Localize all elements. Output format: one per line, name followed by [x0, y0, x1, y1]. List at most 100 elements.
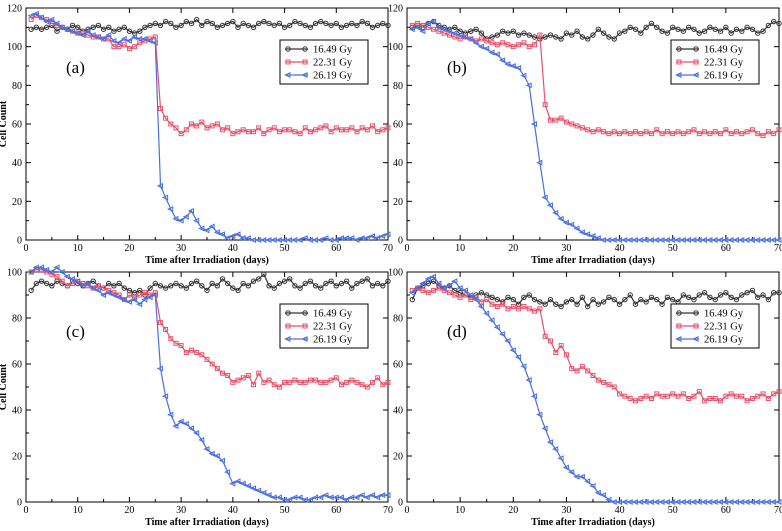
- data-point: [244, 482, 251, 489]
- data-point: [296, 494, 303, 501]
- data-point: [702, 129, 708, 135]
- data-point: [573, 225, 580, 232]
- data-point: [348, 235, 355, 242]
- data-point: [617, 391, 623, 397]
- data-point: [173, 340, 179, 346]
- data-point: [532, 308, 538, 314]
- x-tick-label: 0: [405, 505, 410, 516]
- data-point: [53, 264, 60, 271]
- data-point: [251, 129, 257, 135]
- data-point: [74, 278, 81, 285]
- data-point: [633, 398, 639, 404]
- data-point: [162, 285, 169, 291]
- data-point: [301, 235, 308, 242]
- y-tick-label: 0: [398, 236, 403, 247]
- data-point: [599, 492, 607, 499]
- data-point: [749, 127, 755, 133]
- data-point: [287, 379, 293, 385]
- data-point: [521, 294, 527, 300]
- legend-marker: [285, 59, 291, 65]
- data-point: [707, 396, 713, 401]
- x-tick-label: 70: [774, 505, 782, 516]
- series-line: [30, 15, 389, 135]
- data-point: [530, 393, 538, 400]
- data-point: [224, 469, 231, 476]
- data-point: [643, 299, 649, 305]
- data-point: [723, 290, 729, 296]
- data-point: [302, 379, 308, 385]
- data-point: [292, 18, 298, 25]
- data-point: [547, 117, 553, 123]
- data-point: [255, 487, 262, 494]
- data-point: [245, 373, 251, 378]
- series-line: [411, 280, 779, 308]
- data-point: [28, 287, 34, 294]
- data-point: [429, 273, 437, 280]
- data-point: [173, 280, 179, 287]
- data-point: [214, 24, 221, 31]
- data-point: [105, 32, 112, 39]
- data-point: [685, 294, 692, 300]
- data-point: [675, 26, 681, 32]
- data-point: [194, 350, 200, 355]
- data-point: [359, 278, 365, 284]
- data-point: [152, 280, 158, 287]
- data-point: [137, 292, 143, 298]
- data-point: [193, 217, 200, 224]
- legend-marker: [676, 46, 682, 52]
- series-22-31-gy: [409, 20, 782, 139]
- y-tick-label: 80: [12, 314, 22, 325]
- legend-marker: [284, 71, 291, 79]
- data-point: [380, 127, 386, 133]
- data-point: [312, 20, 319, 27]
- data-point: [574, 28, 580, 34]
- data-point: [364, 20, 371, 27]
- data-point: [696, 131, 702, 137]
- data-point: [643, 129, 649, 135]
- data-point: [178, 283, 184, 289]
- series-26-19-gy: [408, 273, 782, 506]
- data-point: [79, 282, 86, 289]
- data-point: [199, 352, 205, 358]
- y-tick-label: 40: [12, 406, 22, 417]
- data-point: [691, 393, 697, 399]
- series-line: [30, 13, 389, 241]
- data-point: [385, 379, 391, 385]
- data-point: [187, 207, 194, 215]
- data-point: [193, 16, 200, 23]
- data-point: [547, 32, 554, 38]
- data-point: [664, 294, 671, 300]
- data-point: [354, 22, 360, 29]
- legend-marker: [676, 323, 682, 329]
- data-point: [478, 299, 484, 305]
- data-point: [520, 363, 527, 370]
- data-point: [408, 26, 415, 33]
- data-point: [765, 22, 772, 29]
- x-tick-label: 40: [615, 505, 625, 516]
- data-point: [271, 382, 277, 388]
- data-point: [256, 20, 262, 27]
- data-point: [343, 22, 350, 29]
- data-point: [579, 294, 586, 300]
- data-point: [632, 26, 639, 32]
- data-point: [557, 215, 564, 222]
- data-point: [101, 285, 107, 291]
- data-point: [504, 61, 511, 68]
- data-point: [261, 131, 267, 137]
- data-point: [526, 32, 532, 38]
- data-point: [765, 296, 772, 303]
- x-axis-title: Time after Irradiation (days): [531, 255, 655, 266]
- data-point: [151, 39, 158, 46]
- data-point: [509, 62, 516, 70]
- data-point: [541, 425, 548, 432]
- data-point: [601, 129, 607, 135]
- y-tick-label: 40: [393, 406, 403, 417]
- data-point: [712, 129, 718, 135]
- data-point: [606, 34, 612, 40]
- data-point: [739, 28, 745, 34]
- data-point: [563, 299, 570, 305]
- data-point: [622, 393, 628, 399]
- data-point: [578, 229, 585, 236]
- y-axis-title: Cell Count: [0, 363, 9, 410]
- x-tick-label: 20: [508, 243, 518, 254]
